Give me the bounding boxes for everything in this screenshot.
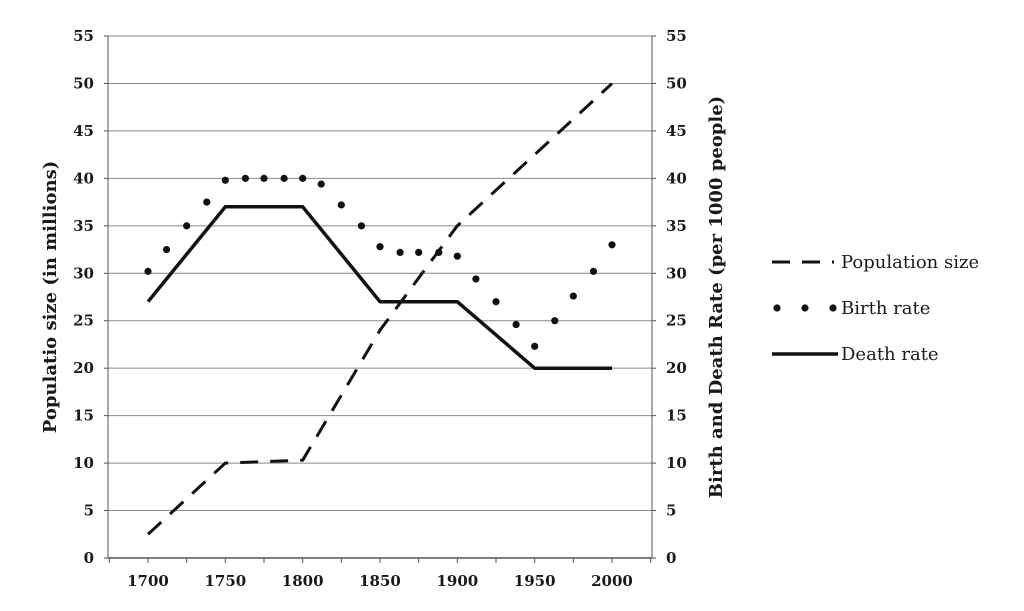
data-series — [144, 82, 616, 536]
x-tick-label: 1800 — [282, 572, 324, 590]
birth-rate-point — [221, 176, 229, 184]
legend: Population size Birth rate Death rate — [772, 252, 979, 365]
right-axis-title: Birth and Death Rate (per 1000 people) — [706, 96, 727, 498]
right-y-tick-label: 5 — [666, 502, 676, 520]
birth-rate-point — [260, 174, 268, 182]
legend-swatch-dot — [829, 304, 837, 312]
left-y-tick-label: 15 — [73, 407, 94, 425]
birth-rate-point — [453, 252, 461, 260]
death-rate-line — [146, 205, 612, 370]
left-y-tick-labels: 0 5 10 15 20 25 30 35 40 45 50 55 — [73, 27, 108, 567]
left-y-tick-label: 45 — [73, 122, 94, 140]
right-y-tick-label: 45 — [666, 122, 687, 140]
left-y-tick-label: 5 — [84, 502, 94, 520]
right-y-tick-label: 25 — [666, 312, 687, 330]
birth-rate-point — [317, 180, 325, 188]
right-y-tick-label: 55 — [666, 27, 687, 45]
birth-rate-point — [415, 248, 423, 256]
right-y-tick-label: 15 — [666, 407, 687, 425]
birth-rate-point — [241, 174, 250, 182]
legend-label: Population size — [841, 252, 979, 273]
left-y-tick-label: 25 — [73, 312, 94, 330]
x-tick-label: 2000 — [591, 572, 633, 590]
right-y-tick-labels: 0 5 10 15 20 25 30 35 40 45 50 55 — [652, 27, 687, 567]
x-tick-label: 1900 — [436, 572, 478, 590]
left-y-tick-label: 35 — [73, 217, 94, 235]
legend-item: Birth rate — [773, 298, 930, 319]
right-y-tick-label: 30 — [666, 264, 687, 282]
birth-rate-point — [512, 320, 520, 329]
right-y-tick-label: 20 — [666, 359, 687, 377]
right-y-tick-label: 10 — [666, 454, 687, 472]
left-y-tick-label: 50 — [73, 74, 94, 92]
birth-rate-point — [144, 267, 152, 275]
legend-label: Birth rate — [841, 298, 930, 319]
x-tick-label: 1700 — [127, 572, 169, 590]
birth-rate-point — [396, 248, 404, 256]
legend-swatch-dot — [773, 304, 781, 312]
legend-label: Death rate — [841, 344, 939, 365]
birth-rate-point — [435, 248, 443, 256]
right-y-tick-label: 50 — [666, 74, 687, 92]
birth-rate-point — [376, 243, 384, 251]
x-tick-label: 1950 — [514, 572, 556, 590]
x-tick-label: 1850 — [359, 572, 401, 590]
left-y-tick-label: 30 — [73, 264, 94, 282]
birth-rate-point — [357, 222, 366, 230]
birth-rate-point — [472, 275, 480, 283]
birth-rate-point — [589, 267, 598, 275]
birth-rate-point — [203, 198, 211, 206]
left-axis-title: Populatio size (in millions) — [40, 161, 61, 433]
birth-rate-point — [337, 201, 345, 209]
birth-rate-point — [608, 241, 616, 249]
legend-swatch-dot — [801, 304, 809, 312]
legend-item: Population size — [772, 252, 979, 273]
axes — [107, 36, 653, 558]
x-tick-label: 1750 — [204, 572, 246, 590]
birth-rate-point — [492, 298, 500, 306]
left-y-tick-label: 55 — [73, 27, 94, 45]
birth-rate-point — [531, 342, 539, 350]
right-y-tick-label: 40 — [666, 169, 687, 187]
birth-rate-point — [551, 317, 559, 325]
x-tick-labels: 1700 1750 1800 1850 1900 1950 2000 — [108, 558, 652, 590]
left-y-tick-label: 20 — [73, 359, 94, 377]
legend-item: Death rate — [772, 344, 939, 365]
left-y-tick-label: 10 — [73, 454, 94, 472]
left-y-tick-label: 40 — [73, 169, 94, 187]
birth-rate-point — [162, 245, 171, 254]
series-birth-rate — [144, 174, 616, 350]
left-y-tick-label: 0 — [84, 549, 94, 567]
right-y-tick-label: 0 — [666, 549, 676, 567]
birth-rate-point — [299, 174, 307, 182]
birth-rate-point — [183, 222, 191, 230]
birth-rate-point — [569, 292, 577, 300]
birth-rate-point — [280, 174, 288, 182]
right-y-tick-label: 35 — [666, 217, 687, 235]
